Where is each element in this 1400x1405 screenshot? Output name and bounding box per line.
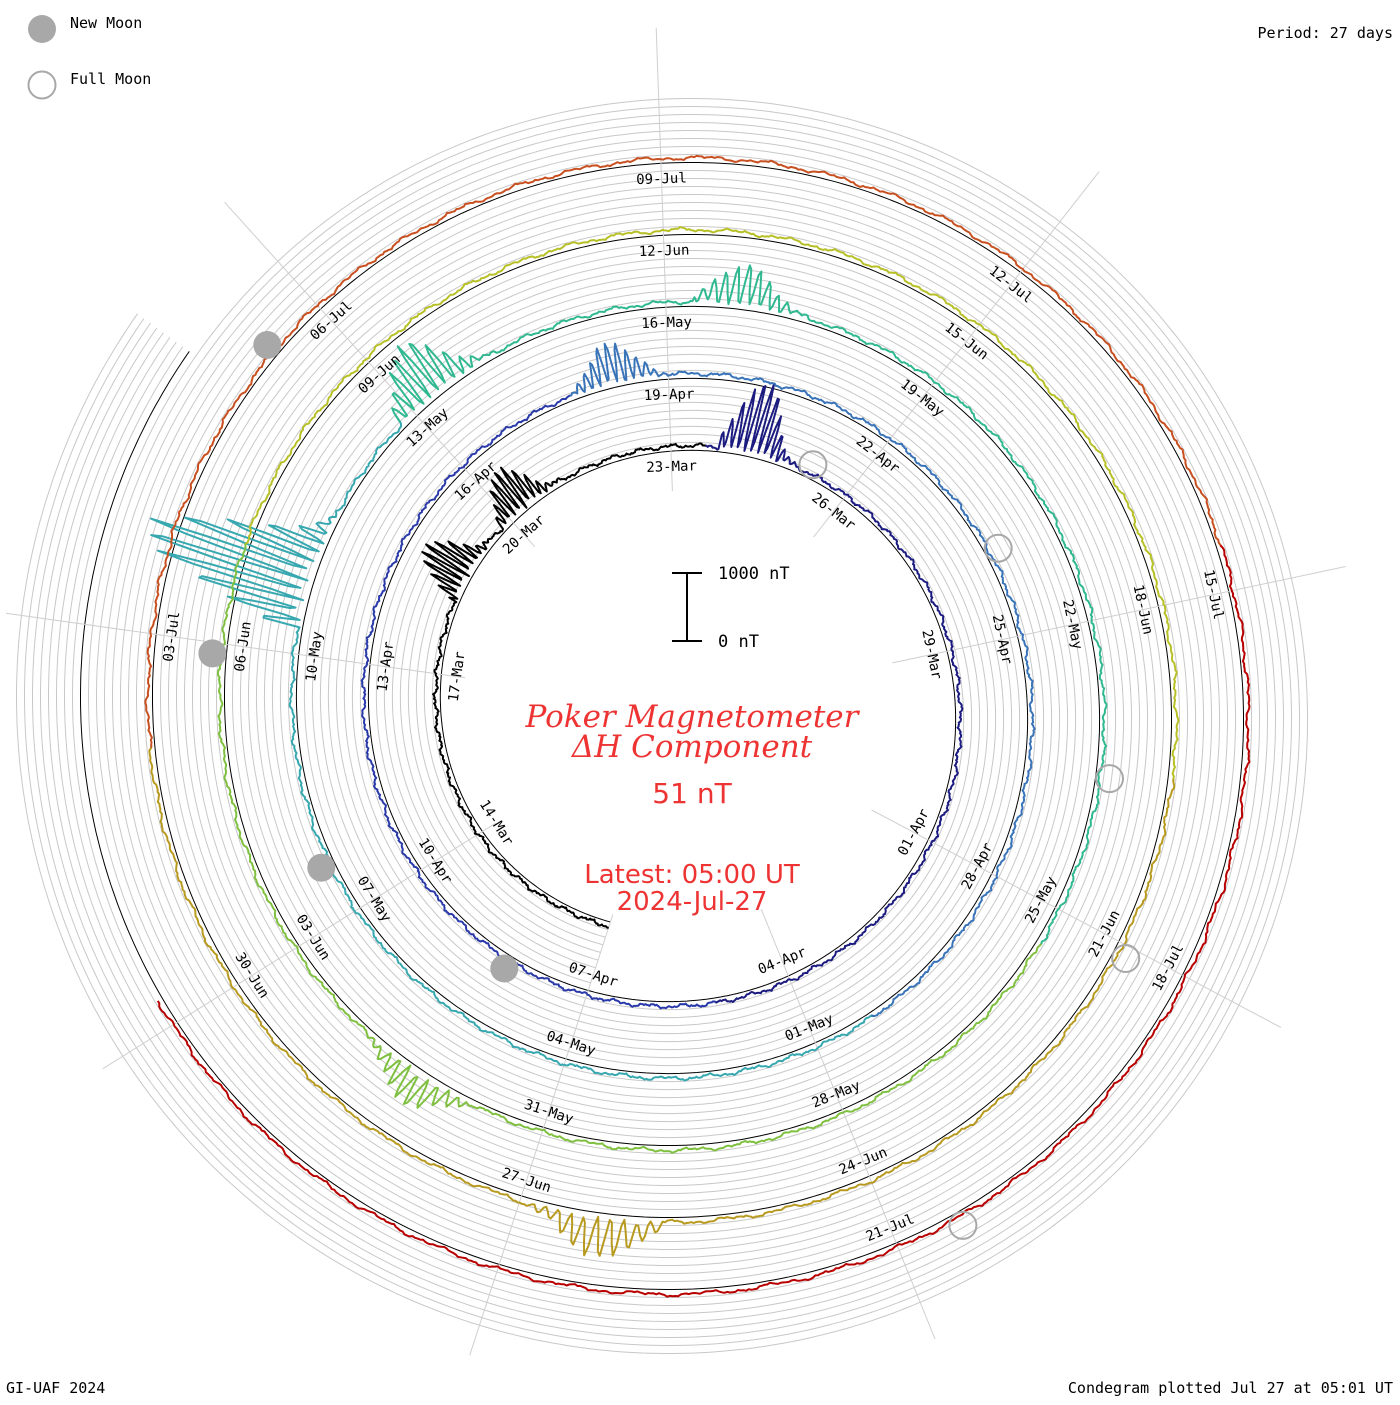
baseline-spiral: [80, 162, 1244, 1290]
spoke-line: [813, 171, 1100, 538]
spoke-line: [871, 809, 1282, 1028]
full-moon-marker: [1111, 944, 1141, 973]
current-value: 51 nT: [652, 777, 732, 810]
data-series-trace: [388, 264, 1108, 946]
grid-spiral-line: [32, 114, 1292, 1338]
spoke-line: [655, 27, 673, 492]
data-series-trace: [421, 442, 707, 929]
date-tick-label: 14-Mar: [476, 797, 516, 848]
full-moon-marker: [983, 533, 1013, 563]
date-tick-label: 12-Jul: [986, 263, 1036, 307]
new-moon-marker: [198, 639, 227, 668]
trace-layer: [144, 154, 1251, 1298]
date-tick-label: 09-Jun: [355, 351, 403, 397]
spoke-line: [760, 909, 936, 1340]
data-series-trace: [217, 542, 1042, 1154]
chart-title-line1: Poker Magnetometer: [525, 699, 861, 735]
latest-time: Latest: 05:00 UT: [584, 860, 800, 890]
spoke-line: [224, 201, 536, 548]
date-tick-label: 28-May: [810, 1078, 863, 1112]
date-tick-label: 19-May: [897, 376, 947, 420]
grid-spiral-line: [64, 146, 1260, 1306]
grid-layer: [16, 98, 1308, 1354]
spoke-line: [5, 612, 466, 679]
data-series-trace: [569, 342, 1036, 1018]
date-tick-label: 23-Mar: [646, 458, 697, 476]
date-tick-label: 13-May: [404, 405, 452, 451]
date-tick-label: 16-May: [641, 314, 692, 332]
footer-credit: GI-UAF 2024: [6, 1379, 106, 1397]
date-tick-label: 10-May: [303, 630, 326, 682]
date-tick-label: 06-Jul: [307, 298, 355, 344]
spoke-line: [102, 822, 497, 1070]
spoke-line: [892, 566, 1346, 664]
grid-spiral-line: [48, 130, 1276, 1322]
latest-date: 2024-Jul-27: [617, 887, 768, 917]
date-tick-label: 15-Jun: [941, 320, 991, 364]
legend-new-moon-label: New Moon: [70, 14, 143, 32]
date-tick-label: 13-Apr: [374, 641, 397, 693]
new-moon-marker: [307, 853, 336, 882]
full-moon-marker: [798, 450, 828, 480]
date-tick-label: 12-Jun: [639, 242, 690, 260]
data-series-trace: [150, 414, 872, 1082]
footer-plotted-time: Condegram plotted Jul 27 at 05:01 UT: [1067, 1379, 1393, 1397]
date-tick-label: 18-Jun: [1130, 583, 1156, 636]
grid-spiral-line: [72, 154, 1252, 1298]
new-moon-icon: [28, 15, 56, 43]
data-series-trace: [360, 394, 717, 1010]
full-moon-marker: [1095, 764, 1124, 794]
new-moon-marker: [490, 954, 519, 983]
date-tick-label: 03-Jun: [293, 912, 333, 963]
date-tick-label: 22-May: [1059, 598, 1085, 651]
grid-spiral-line: [16, 98, 1308, 1354]
full-moon-icon: [27, 70, 57, 100]
date-tick-label: 15-Jul: [1200, 568, 1226, 621]
data-series-trace: [705, 382, 964, 1004]
grid-spiral-line: [24, 106, 1300, 1346]
spoke-layer: [5, 27, 1346, 1356]
scale-bottom-label: 0 nT: [718, 632, 759, 652]
date-tick-label: 04-Apr: [756, 944, 809, 978]
new-moon-marker: [253, 331, 282, 359]
date-tick-label: 25-Apr: [989, 613, 1015, 666]
data-series-trace: [148, 745, 1176, 1257]
data-series-trace: [244, 226, 1180, 781]
date-tick-label: 29-Mar: [918, 628, 944, 681]
spoke-line: [469, 914, 614, 1356]
date-tick-label: 17-Mar: [446, 651, 469, 703]
moon-layer: [198, 331, 1141, 1240]
grid-spiral-line: [56, 138, 1268, 1314]
scale-top-label: 1000 nT: [718, 564, 790, 584]
date-tick-label: 06-Jun: [232, 620, 255, 672]
date-tick-label: 03-Jul: [161, 610, 184, 662]
center-annotation: 1000 nT 0 nT Poker Magnetometer ΔH Compo…: [525, 564, 861, 917]
date-tick-label: 24-Jun: [837, 1145, 890, 1179]
date-tick-label: 09-Jul: [636, 170, 687, 188]
date-tick-label: 07-May: [354, 874, 394, 925]
grid-spiral-line: [40, 122, 1284, 1330]
date-tick-label: 20-Mar: [500, 512, 548, 558]
date-tick-label: 21-Jul: [864, 1211, 917, 1245]
legend-full-moon-label: Full Moon: [70, 70, 152, 88]
data-series-trace: [156, 544, 1251, 1298]
full-moon-marker: [948, 1210, 978, 1240]
data-series-trace: [144, 154, 1223, 748]
chart-title-line2: ΔH Component: [571, 729, 813, 765]
date-tick-label: 19-Apr: [644, 386, 695, 404]
date-tick-label: 22-Apr: [853, 433, 903, 477]
period-label: Period: 27 days: [1257, 24, 1393, 42]
